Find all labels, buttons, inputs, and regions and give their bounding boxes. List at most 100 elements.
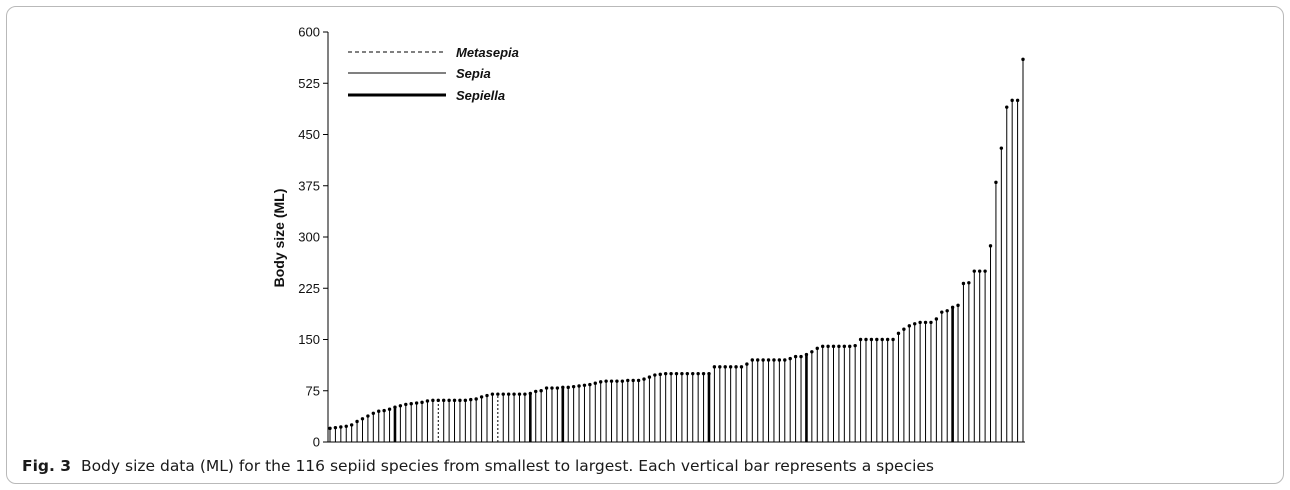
species-dot [647, 375, 652, 379]
species-dot [680, 371, 684, 376]
species-dot [355, 419, 359, 424]
species-dot [485, 393, 489, 398]
species-dot [902, 327, 906, 331]
y-tick-label: 450 [298, 127, 320, 142]
species-dot [761, 358, 765, 362]
species-dot [414, 401, 419, 405]
species-dot [826, 344, 830, 349]
species-dot [328, 426, 332, 431]
species-dot [793, 354, 798, 359]
species-dot [685, 371, 690, 376]
species-dot [366, 414, 370, 418]
species-dot [517, 392, 522, 396]
y-tick-label: 600 [298, 25, 320, 40]
species-dot [431, 398, 435, 403]
species-dot [988, 244, 993, 248]
species-dot [582, 383, 587, 387]
species-dot [360, 417, 365, 421]
species-dot [896, 331, 901, 336]
species-dot [837, 344, 841, 349]
species-dot [636, 378, 641, 383]
species-dot [945, 309, 949, 313]
species-dot [848, 344, 852, 349]
species-dot [880, 337, 884, 342]
species-dot [550, 386, 554, 390]
species-dot [458, 398, 462, 403]
species-dot [523, 392, 527, 396]
species-dot [653, 373, 657, 377]
species-dot [528, 391, 533, 396]
species-dot [501, 392, 505, 396]
species-dot [658, 372, 662, 377]
species-dot [885, 337, 890, 342]
species-dot [734, 365, 738, 369]
body-size-chart: Body size (ML) 075150225300375450525600 … [271, 25, 1025, 450]
bars [328, 57, 1025, 442]
species-dot [425, 399, 430, 403]
species-dot [544, 386, 549, 390]
species-dot [398, 404, 403, 408]
species-dot [972, 269, 976, 273]
species-dot [745, 362, 749, 366]
species-dot [766, 358, 771, 362]
species-dot [783, 358, 787, 362]
species-dot [609, 379, 614, 383]
legend-label-metasepia: Metasepia [456, 45, 519, 60]
species-dot [593, 381, 597, 385]
y-tick-label: 375 [298, 178, 320, 193]
species-dot [804, 352, 809, 357]
species-dot [728, 365, 733, 369]
species-dot [349, 423, 354, 427]
species-dot [420, 400, 424, 405]
species-dot [615, 379, 619, 383]
species-dot [566, 385, 570, 390]
legend-label-sepia: Sepia [456, 66, 491, 81]
species-dot [918, 320, 922, 325]
species-dot [810, 350, 814, 354]
species-dot [631, 378, 635, 383]
species-dot [842, 344, 847, 349]
y-tick-label: 0 [313, 435, 320, 450]
species-dot [588, 382, 592, 387]
species-dot [604, 379, 608, 383]
species-dot [999, 146, 1004, 150]
figure-caption: Fig. 3 Body size data (ML) for the 116 s… [22, 457, 934, 475]
species-dot [913, 322, 917, 326]
species-dot [707, 371, 711, 376]
species-dot [344, 424, 348, 428]
species-dot [934, 317, 939, 321]
species-dot [869, 337, 874, 342]
species-dot [512, 392, 516, 396]
species-dot [701, 371, 706, 376]
y-tick-label: 300 [298, 230, 320, 245]
species-dot [393, 405, 397, 409]
species-dot [452, 398, 457, 403]
species-dot [891, 337, 895, 342]
species-dot [371, 411, 376, 415]
species-dot [534, 389, 538, 394]
species-dot [506, 392, 511, 396]
species-dot [977, 269, 982, 273]
figure-frame [6, 6, 1284, 484]
y-tick-label: 150 [298, 332, 320, 347]
species-dot [864, 337, 868, 342]
species-dot [441, 398, 446, 403]
species-dot [339, 425, 343, 429]
species-dot [626, 378, 630, 383]
y-tick-label: 525 [298, 76, 320, 91]
species-dot [1005, 105, 1009, 109]
y-axis-label: Body size (ML) [271, 189, 287, 288]
species-dot [772, 358, 776, 362]
species-dot [691, 371, 695, 376]
species-dot [1021, 57, 1025, 62]
species-dot [1015, 98, 1020, 103]
species-dot [739, 365, 744, 369]
species-dot [853, 343, 857, 348]
species-dot [404, 402, 408, 407]
species-dot [831, 344, 836, 349]
species-dot [674, 371, 679, 376]
species-dot [663, 371, 668, 376]
species-dot [377, 409, 381, 413]
species-dot [756, 358, 760, 362]
y-tick-label: 75 [306, 383, 320, 398]
